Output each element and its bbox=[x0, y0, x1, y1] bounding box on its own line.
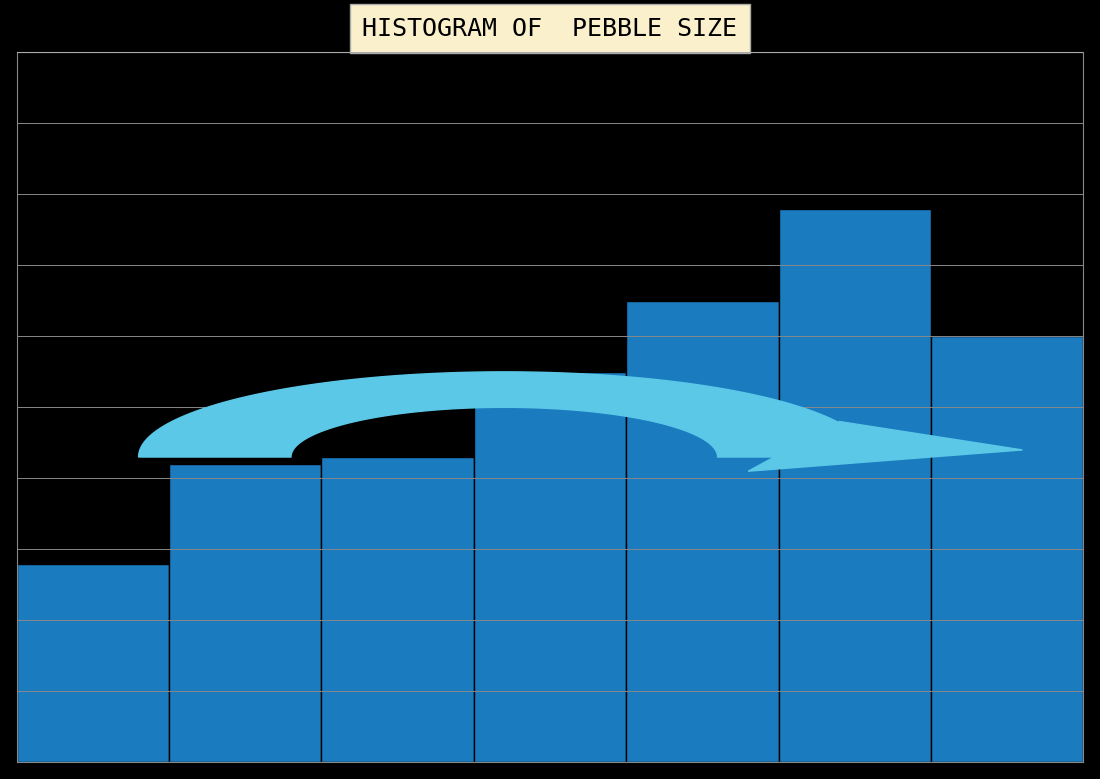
Bar bbox=[321, 457, 474, 763]
Bar bbox=[169, 464, 321, 763]
Bar bbox=[626, 301, 779, 763]
Bar bbox=[779, 209, 931, 763]
Bar bbox=[474, 372, 626, 763]
Bar bbox=[16, 563, 169, 763]
Polygon shape bbox=[748, 421, 1022, 471]
Title: HISTOGRAM OF  PEBBLE SIZE: HISTOGRAM OF PEBBLE SIZE bbox=[363, 16, 737, 41]
Bar bbox=[931, 337, 1084, 763]
Polygon shape bbox=[139, 372, 870, 457]
